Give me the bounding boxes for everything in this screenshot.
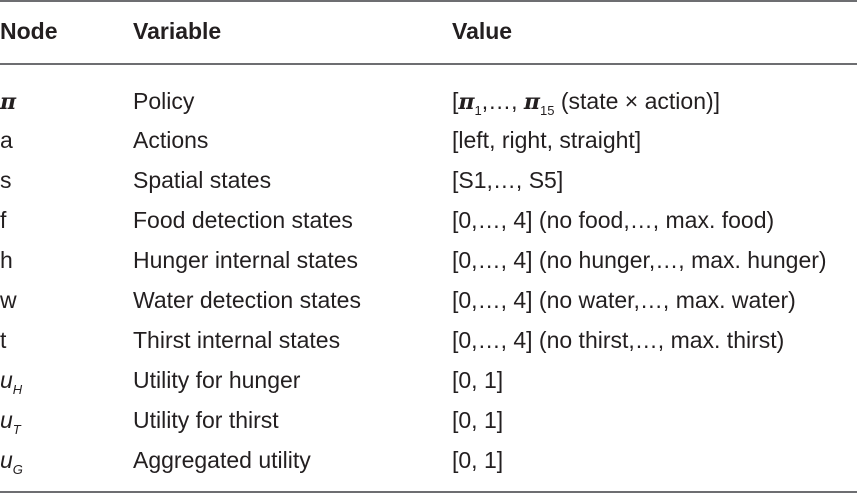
node-cell: s xyxy=(0,167,12,193)
variable-cell: Utility for thirst xyxy=(133,407,279,433)
node-cell: t xyxy=(0,327,7,353)
value-text: (state × action)] xyxy=(554,88,721,114)
value-cell: [left, right, straight] xyxy=(452,127,642,153)
node-cell: h xyxy=(0,247,13,273)
value-cell: [π1,…, π15 (state × action)] xyxy=(452,86,720,117)
node-symbol: u xyxy=(0,367,13,393)
value-text: [ xyxy=(452,88,459,114)
value-cell: [0,…, 4] (no food,…, max. food) xyxy=(452,207,775,233)
variable-cell: Thirst internal states xyxy=(133,327,341,353)
variable-cell: Water detection states xyxy=(133,287,361,313)
value-cell: [0,…, 4] (no thirst,…, max. thirst) xyxy=(452,327,785,353)
subscript: T xyxy=(12,422,21,437)
pi-symbol: π xyxy=(0,89,17,115)
value-cell: [0, 1] xyxy=(452,367,504,393)
variable-cell: Utility for hunger xyxy=(133,367,301,393)
header-node: Node xyxy=(0,18,58,44)
bottom-rule xyxy=(0,491,857,493)
subscript: 15 xyxy=(540,103,555,118)
header-rule xyxy=(0,63,857,65)
pi-symbol: π xyxy=(523,89,541,115)
subscript: H xyxy=(12,382,23,397)
subscript: G xyxy=(12,462,23,477)
value-cell: [0,…, 4] (no water,…, max. water) xyxy=(452,287,796,313)
node-symbol: u xyxy=(0,407,13,433)
value-cell: [S1,…, S5] xyxy=(452,167,564,193)
variable-cell: Aggregated utility xyxy=(133,447,311,473)
variable-cell: Food detection states xyxy=(133,207,353,233)
node-cell: uT xyxy=(0,405,21,437)
node-cell: π xyxy=(0,86,16,117)
header-value: Value xyxy=(452,18,513,44)
value-cell: [0, 1] xyxy=(452,407,504,433)
header-variable: Variable xyxy=(133,18,222,44)
top-rule xyxy=(0,0,857,2)
node-symbol: u xyxy=(0,447,13,473)
node-cell: uG xyxy=(0,445,23,477)
value-text: ,…, xyxy=(481,88,524,114)
pi-symbol: π xyxy=(458,89,475,115)
node-cell: w xyxy=(0,287,17,313)
node-cell: f xyxy=(0,207,7,233)
node-cell: a xyxy=(0,127,13,153)
subscript: 1 xyxy=(474,103,482,118)
variable-cell: Policy xyxy=(133,88,195,114)
variable-cell: Hunger internal states xyxy=(133,247,359,273)
value-cell: [0,…, 4] (no hunger,…, max. hunger) xyxy=(452,247,827,273)
variable-cell: Spatial states xyxy=(133,167,272,193)
value-cell: [0, 1] xyxy=(452,447,504,473)
variable-cell: Actions xyxy=(133,127,209,153)
node-cell: uH xyxy=(0,365,23,397)
